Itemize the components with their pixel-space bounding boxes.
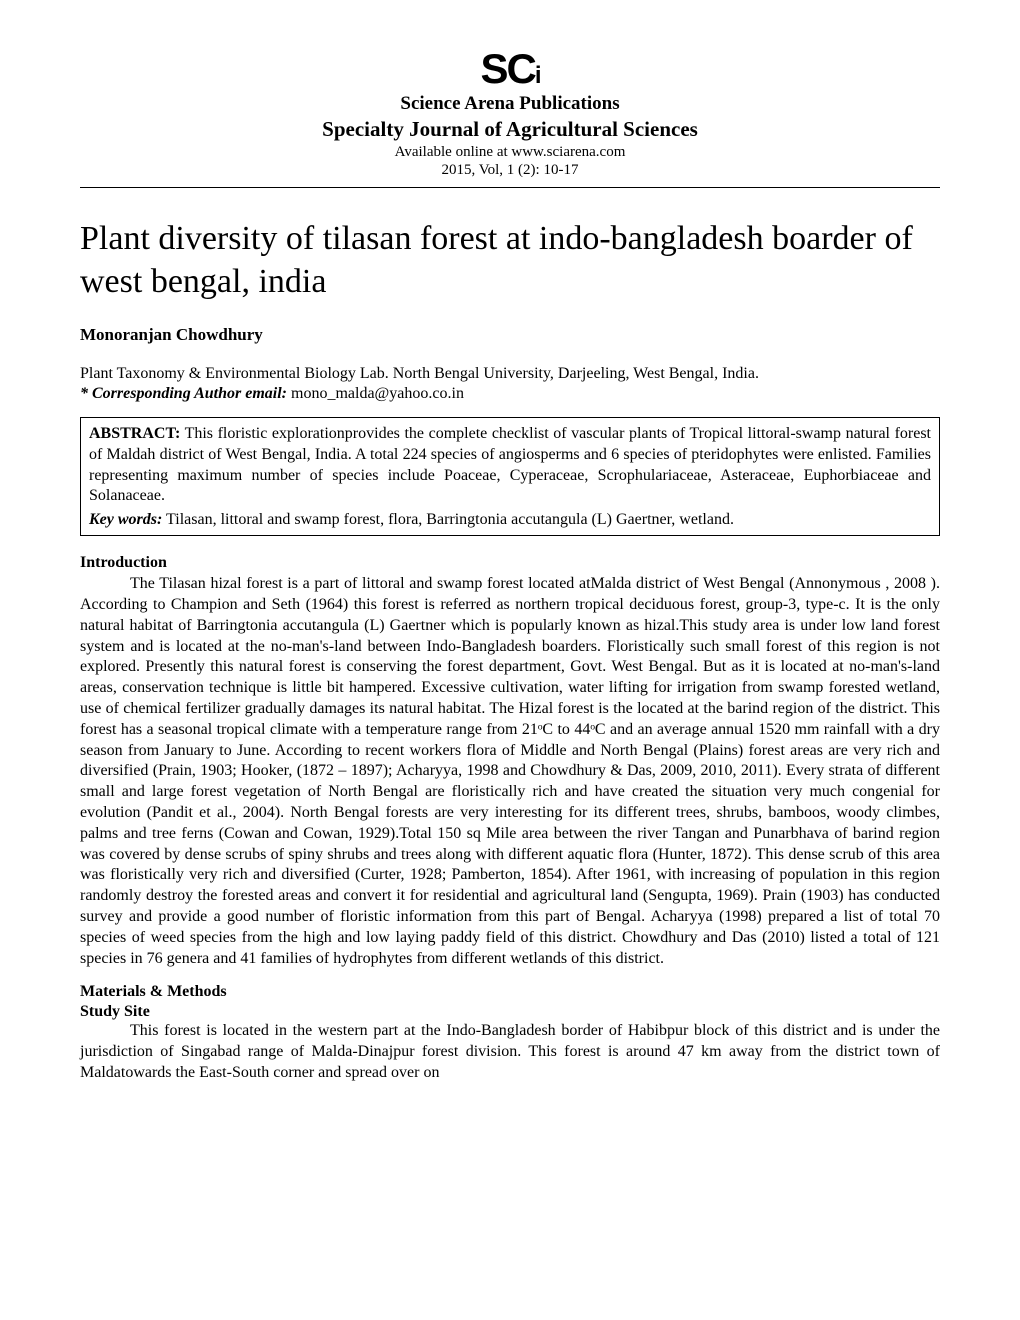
introduction-heading: Introduction: [80, 554, 940, 572]
header-divider: [80, 187, 940, 188]
logo-main: SC: [480, 45, 534, 92]
methods-heading: Materials & Methods: [80, 983, 940, 1001]
article-title: Plant diversity of tilasan forest at ind…: [80, 218, 940, 303]
corresponding-label: * Corresponding Author email:: [80, 385, 287, 402]
logo-container: SCi: [80, 50, 940, 88]
introduction-body: The Tilasan hizal forest is a part of li…: [80, 574, 940, 969]
citation-line: 2015, Vol, 1 (2): 10-17: [80, 162, 940, 179]
abstract-box: ABSTRACT: This floristic explorationprov…: [80, 417, 940, 536]
journal-name: Specialty Journal of Agricultural Scienc…: [80, 117, 940, 142]
logo-text: SCi: [480, 50, 539, 88]
authors: Monoranjan Chowdhury: [80, 325, 940, 345]
logo-suffix: i: [535, 62, 540, 89]
keywords-text: Tilasan, littoral and swamp forest, flor…: [162, 511, 734, 528]
availability-line: Available online at www.sciarena.com: [80, 144, 940, 161]
keywords-label: Key words:: [89, 511, 162, 528]
corresponding-email: mono_malda@yahoo.co.in: [287, 385, 464, 402]
abstract-text: This floristic explorationprovides the c…: [89, 425, 931, 504]
methods-body: This forest is located in the western pa…: [80, 1021, 940, 1083]
abstract-label: ABSTRACT:: [89, 425, 180, 442]
abstract-content: ABSTRACT: This floristic explorationprov…: [89, 424, 931, 507]
keywords-line: Key words: Tilasan, littoral and swamp f…: [89, 511, 931, 529]
affiliation: Plant Taxonomy & Environmental Biology L…: [80, 365, 940, 383]
corresponding-author: * Corresponding Author email: mono_malda…: [80, 385, 940, 403]
study-site-heading: Study Site: [80, 1003, 940, 1021]
publisher-name: Science Arena Publications: [80, 93, 940, 115]
